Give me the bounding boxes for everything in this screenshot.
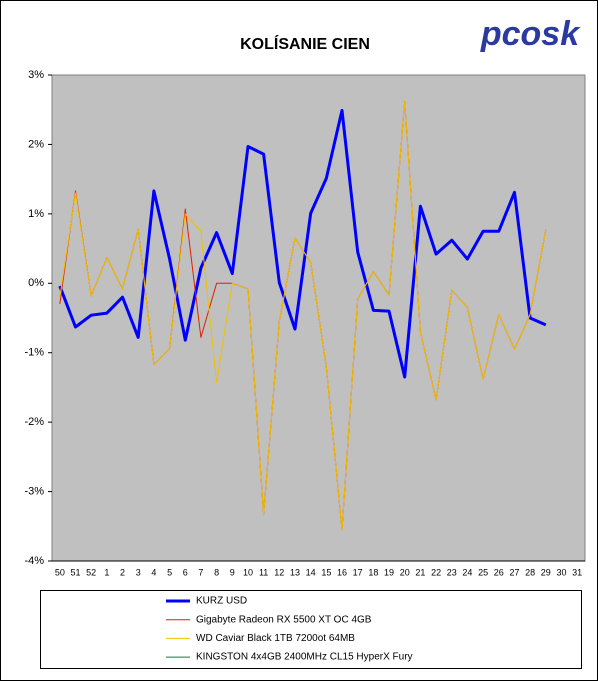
x-tick-label: 13 bbox=[290, 567, 300, 577]
y-tick-label: 0% bbox=[28, 277, 44, 289]
x-tick-label: 12 bbox=[274, 567, 284, 577]
legend-label: Gigabyte Radeon RX 5500 XT OC 4GB bbox=[196, 614, 372, 625]
y-tick-label: -3% bbox=[24, 485, 44, 497]
x-tick-label: 26 bbox=[494, 567, 504, 577]
y-tick-label: 2% bbox=[28, 138, 44, 150]
y-tick-label: -4% bbox=[24, 555, 44, 567]
x-tick-label: 16 bbox=[337, 567, 347, 577]
x-tick-label: 31 bbox=[572, 567, 582, 577]
x-tick-label: 24 bbox=[462, 567, 472, 577]
x-tick-label: 7 bbox=[198, 567, 203, 577]
x-tick-label: 50 bbox=[55, 567, 65, 577]
x-tick-label: 2 bbox=[120, 567, 125, 577]
legend-label: KINGSTON 4x4GB 2400MHz CL15 HyperX Fury bbox=[196, 652, 413, 663]
chart-title: KOLÍSANIE CIEN bbox=[240, 34, 370, 53]
y-tick-label: 1% bbox=[28, 208, 44, 220]
x-tick-label: 6 bbox=[183, 567, 188, 577]
x-tick-label: 29 bbox=[541, 567, 551, 577]
x-tick-label: 20 bbox=[400, 567, 410, 577]
legend-label: KURZ USD bbox=[196, 596, 247, 607]
y-tick-label: 3% bbox=[28, 69, 44, 81]
x-tick-label: 17 bbox=[353, 567, 363, 577]
x-tick-label: 11 bbox=[259, 567, 268, 577]
x-tick-label: 1 bbox=[104, 567, 109, 577]
x-tick-label: 51 bbox=[71, 567, 81, 577]
legend-label: WD Caviar Black 1TB 7200ot 64MB bbox=[196, 633, 355, 644]
x-tick-label: 10 bbox=[243, 567, 253, 577]
x-tick-label: 52 bbox=[86, 567, 96, 577]
logo: pcosk bbox=[480, 15, 581, 53]
x-tick-label: 15 bbox=[321, 567, 331, 577]
y-tick-label: -2% bbox=[24, 416, 44, 428]
x-tick-label: 19 bbox=[384, 567, 394, 577]
x-tick-label: 22 bbox=[431, 567, 441, 577]
legend bbox=[40, 590, 582, 669]
x-tick-label: 8 bbox=[214, 567, 219, 577]
x-tick-label: 30 bbox=[556, 567, 566, 577]
x-tick-label: 5 bbox=[167, 567, 172, 577]
y-tick-label: -1% bbox=[24, 347, 44, 359]
x-tick-label: 4 bbox=[151, 567, 156, 577]
x-tick-label: 25 bbox=[478, 567, 488, 577]
x-tick-label: 18 bbox=[368, 567, 378, 577]
x-tick-label: 28 bbox=[525, 567, 535, 577]
series-line bbox=[59, 100, 547, 531]
x-tick-label: 21 bbox=[415, 567, 425, 577]
x-tick-label: 23 bbox=[447, 567, 457, 577]
series-line bbox=[58, 108, 547, 379]
x-tick-label: 9 bbox=[230, 567, 235, 577]
x-tick-label: 27 bbox=[509, 567, 519, 577]
x-tick-label: 14 bbox=[306, 567, 316, 577]
x-tick-label: 3 bbox=[136, 567, 141, 577]
